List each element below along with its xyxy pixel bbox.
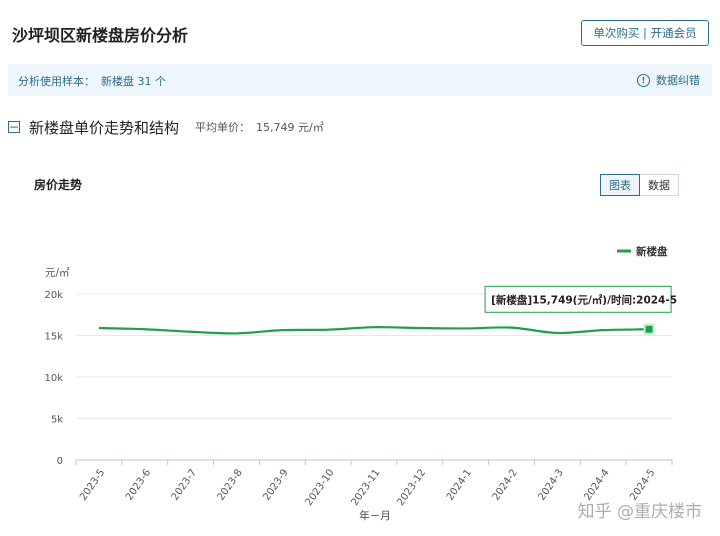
section-title: 新楼盘单价走势和结构 (29, 118, 180, 137)
tab-chart[interactable]: 图表 (600, 174, 640, 196)
info-icon: ! (637, 73, 650, 87)
price-trend-card: 房价走势 图表 数据 (8, 150, 712, 536)
section-header: − 新楼盘单价走势和结构 平均单价： 15,749 元/㎡ (8, 117, 324, 137)
sample-info: 分析使用样本： 新楼盘 31 个 (18, 73, 166, 89)
average-price-value: 15,749 元/㎡ (256, 121, 324, 134)
average-price-label: 平均单价： (195, 121, 251, 134)
header: 沙坪坝区新楼盘房价分析 单次购买 | 开通会员 (0, 0, 720, 62)
data-correction-label: 数据纠错 (656, 74, 700, 87)
tab-data[interactable]: 数据 (640, 174, 679, 196)
collapse-icon[interactable]: − (8, 120, 20, 134)
sample-value: 新楼盘 31 个 (101, 75, 166, 88)
sample-label: 分析使用样本： (18, 75, 95, 88)
watermark: 知乎 @重庆楼市 (577, 502, 702, 522)
chart-card-title: 房价走势 (34, 178, 83, 192)
purchase-membership-button[interactable]: 单次购买 | 开通会员 (581, 20, 709, 46)
page-title: 沙坪坝区新楼盘房价分析 (12, 26, 189, 45)
data-correction-link[interactable]: ! 数据纠错 (637, 72, 700, 88)
view-toggle: 图表 数据 (600, 174, 679, 196)
sample-info-bar: 分析使用样本： 新楼盘 31 个 ! 数据纠错 (8, 64, 712, 96)
